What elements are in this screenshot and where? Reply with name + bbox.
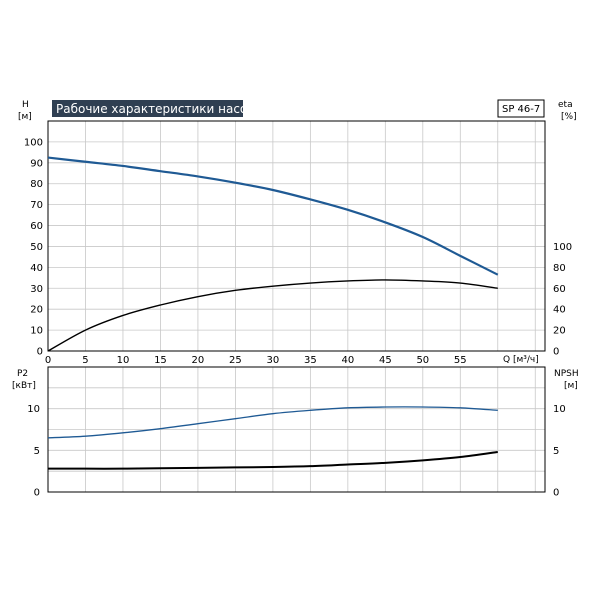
bottom-right-tick-labels: 0 5 10 [553, 404, 566, 498]
top-left-tick-label: 0 [37, 347, 43, 358]
bottom-plot-curves [47, 406, 498, 470]
x-tick-label: 55 [454, 355, 467, 366]
y-left-label: H [22, 100, 29, 110]
top-left-tick-label: 20 [30, 305, 43, 316]
top-plot-curves [47, 156, 499, 352]
x-tick-label: 35 [304, 355, 317, 366]
top-left-tick-label: 70 [30, 200, 43, 211]
model-label: SP 46-7 [502, 104, 540, 115]
y-right-unit: [%] [561, 112, 577, 122]
efficiency-curve [47, 279, 498, 352]
x-tick-label: 0 [45, 355, 51, 366]
y-left-unit: [м] [18, 112, 32, 122]
top-right-tick-labels: 0 20 40 60 80 100 [553, 242, 572, 358]
bottom-plot-grid [47, 366, 545, 493]
top-right-tick-label: 100 [553, 242, 572, 253]
x-tick-label: 30 [267, 355, 280, 366]
p2-unit: [кВт] [12, 381, 36, 391]
bottom-left-tick-label: 10 [27, 404, 40, 415]
bottom-right-tick-label: 5 [553, 446, 559, 457]
top-right-tick-label: 40 [553, 305, 566, 316]
x-tick-label: 50 [416, 355, 429, 366]
top-left-tick-label: 40 [30, 263, 43, 274]
x-tick-label: 40 [341, 355, 354, 366]
chart-title-box [52, 100, 243, 117]
x-tick-labels: 0 5 10 15 20 25 30 35 40 45 50 55 [45, 355, 467, 366]
top-right-tick-label: 60 [553, 284, 566, 295]
x-tick-label: 20 [192, 355, 205, 366]
top-left-tick-label: 80 [30, 179, 43, 190]
bottom-plot-frame [47, 366, 546, 493]
npsh-label: NPSH [554, 369, 579, 379]
x-tick-label: 5 [82, 355, 88, 366]
top-right-tick-label: 20 [553, 326, 566, 337]
x-tick-label: 25 [229, 355, 242, 366]
y-right-label: eta [558, 100, 573, 110]
bottom-right-tick-label: 10 [553, 404, 566, 415]
top-left-tick-labels: 0 10 20 30 40 50 60 70 80 90 100 [24, 137, 43, 357]
top-left-tick-label: 100 [24, 137, 43, 148]
top-plot-frame [47, 120, 546, 352]
x-tick-label: 45 [379, 355, 392, 366]
top-left-tick-label: 50 [30, 242, 43, 253]
top-left-tick-label: 10 [30, 326, 43, 337]
power-curve [47, 406, 498, 439]
x-axis-label: Q [м³/ч] [503, 355, 539, 365]
top-plot-grid [47, 120, 545, 352]
top-left-tick-label: 90 [30, 158, 43, 169]
bottom-left-tick-label: 5 [34, 446, 40, 457]
chart-title: Рабочие характеристики насоса [56, 102, 261, 116]
bottom-right-tick-label: 0 [553, 488, 559, 499]
bottom-left-tick-label: 0 [34, 488, 40, 499]
npsh-curve [48, 451, 498, 470]
top-left-tick-label: 60 [30, 221, 43, 232]
head-curve [47, 156, 499, 276]
npsh-unit: [м] [564, 381, 578, 391]
x-tick-label: 10 [117, 355, 130, 366]
bottom-left-tick-labels: 0 5 10 [27, 404, 40, 498]
top-right-tick-label: 0 [553, 347, 559, 358]
x-tick-label: 15 [154, 355, 167, 366]
top-right-tick-label: 80 [553, 263, 566, 274]
p2-label: P2 [17, 369, 28, 379]
model-box [497, 99, 545, 118]
top-left-tick-label: 30 [30, 284, 43, 295]
